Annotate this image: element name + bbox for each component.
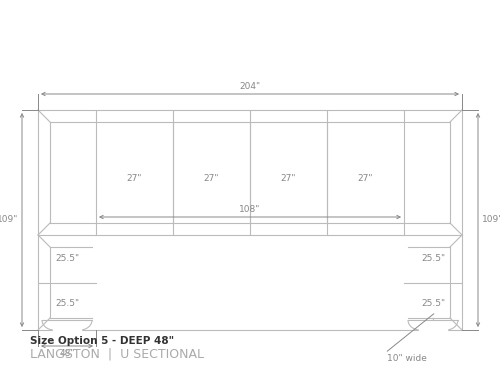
Text: 109": 109" <box>482 216 500 225</box>
Text: 25.5": 25.5" <box>421 254 445 263</box>
Text: 109": 109" <box>0 216 18 225</box>
Text: 27": 27" <box>127 174 142 183</box>
Text: 48": 48" <box>60 349 75 358</box>
Text: 204": 204" <box>240 82 260 91</box>
Text: 27": 27" <box>358 174 373 183</box>
Text: LANGSTON  |  U SECTIONAL: LANGSTON | U SECTIONAL <box>30 348 204 361</box>
Text: 27": 27" <box>204 174 219 183</box>
Bar <box>38 110 462 330</box>
Text: 25.5": 25.5" <box>421 299 445 308</box>
Text: 25.5": 25.5" <box>55 254 79 263</box>
Text: 10" wide: 10" wide <box>387 354 427 363</box>
Text: 108": 108" <box>240 205 260 214</box>
Text: Size Option 5 - DEEP 48": Size Option 5 - DEEP 48" <box>30 336 174 345</box>
Text: 25.5": 25.5" <box>55 299 79 308</box>
Text: 27": 27" <box>281 174 296 183</box>
